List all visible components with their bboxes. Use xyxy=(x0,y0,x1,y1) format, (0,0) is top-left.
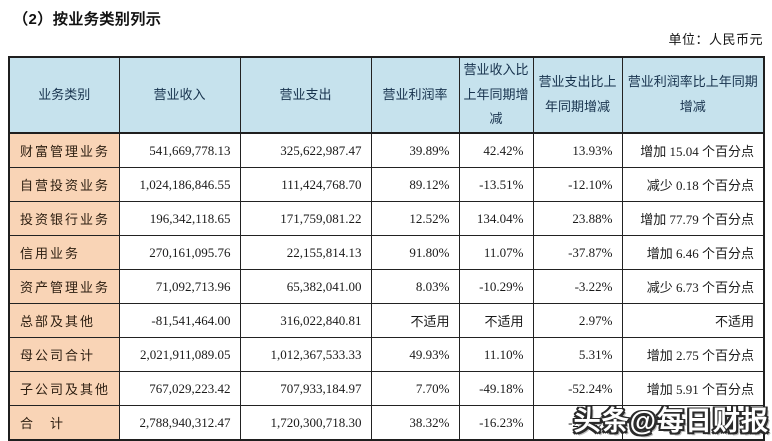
value-cell: -12.10% xyxy=(532,167,623,203)
page-title: （2）按业务类别列示 xyxy=(13,11,162,28)
row-label-cell: 子公司及其他 xyxy=(8,371,120,407)
value-cell: 13.93% xyxy=(532,132,623,169)
value-cell: -16.23% xyxy=(458,405,534,441)
value-cell: 1,012,367,533.33 xyxy=(239,337,372,373)
table-row: 合 计 2,788,940,312.47 1,720,300,718.30 38.32… xyxy=(8,405,765,441)
row-label-cell: 母公司合计 xyxy=(8,337,120,373)
value-cell: 91.80% xyxy=(370,235,460,271)
row-label-cell: 合 计 xyxy=(8,405,120,441)
value-cell: 22,155,814.13 xyxy=(239,235,372,271)
value-cell: -13.51% xyxy=(458,167,534,203)
row-label-cell: 自营投资业务 xyxy=(8,167,120,203)
value-cell: -49.18% xyxy=(458,371,534,407)
column-header-margin: 营业利润率 xyxy=(370,56,460,135)
value-cell: 减少 0.18 个百分点 xyxy=(621,167,765,203)
value-cell: -3.22% xyxy=(532,269,623,305)
value-cell: 134.04% xyxy=(458,201,534,237)
column-header-margin-yoy: 营业利润率比上年同期增减 xyxy=(621,56,765,135)
value-cell xyxy=(621,405,765,441)
value-cell: 不适用 xyxy=(621,303,765,339)
table-row: 总部及其他 -81,541,464.00 316,022,840.81 不适用 不适用 2… xyxy=(8,303,765,339)
value-cell: -37.87% xyxy=(532,235,623,271)
unit-label: 单位：人民币元 xyxy=(668,32,763,47)
table-row: 财富管理业务 541,669,778.13 325,622,987.47 39.89%… xyxy=(8,132,765,169)
value-cell: 42.42% xyxy=(458,132,534,169)
column-header-expense: 营业支出 xyxy=(239,56,372,135)
value-cell: 49.93% xyxy=(370,337,460,373)
row-label-cell: 资产管理业务 xyxy=(8,269,120,305)
value-cell: 325,622,987.47 xyxy=(239,132,372,169)
column-header-expense-yoy: 营业支出比上年同期增减 xyxy=(532,56,623,135)
business-category-table: 业务类别 营业收入 营业支出 营业利润率 营业收入比上年同期增减 营业支出比上年… xyxy=(8,56,765,441)
value-cell: 11.10% xyxy=(458,337,534,373)
header-row: 业务类别 营业收入 营业支出 营业利润率 营业收入比上年同期增减 营业支出比上年… xyxy=(8,56,765,135)
table-row: 投资银行业务 196,342,118.65 171,759,081.22 12.52%… xyxy=(8,201,765,237)
table-row: 自营投资业务 1,024,186,846.55 111,424,768.70 89.1… xyxy=(8,167,765,203)
value-cell: 23.88% xyxy=(532,201,623,237)
value-cell: 增加 6.46 个百分点 xyxy=(621,235,765,271)
value-cell: -52.24% xyxy=(532,371,623,407)
value-cell: 增加 15.04 个百分点 xyxy=(621,132,765,169)
value-cell: 7.70% xyxy=(370,371,460,407)
value-cell: 不适用 xyxy=(458,303,534,339)
value-cell: 1,720,300,718.30 xyxy=(239,405,372,441)
row-label-cell: 信用业务 xyxy=(8,235,120,271)
value-cell: 196,342,118.65 xyxy=(118,201,241,237)
value-cell: 11.07% xyxy=(458,235,534,271)
value-cell: 5.31% xyxy=(532,337,623,373)
value-cell: 1,024,186,846.55 xyxy=(118,167,241,203)
table-row: 母公司合计 2,021,911,089.05 1,012,367,533.33 49.… xyxy=(8,337,765,373)
row-label-cell: 财富管理业务 xyxy=(8,132,120,169)
value-cell: 270,161,095.76 xyxy=(118,235,241,271)
value-cell: -81,541,464.00 xyxy=(118,303,241,339)
value-cell: 39.89% xyxy=(370,132,460,169)
value-cell: 增加 5.91 个百分点 xyxy=(621,371,765,407)
value-cell: 不适用 xyxy=(370,303,460,339)
column-header-revenue: 营业收入 xyxy=(118,56,241,135)
value-cell: 2,021,911,089.05 xyxy=(118,337,241,373)
value-cell: -10.29% xyxy=(458,269,534,305)
table-header: 业务类别 营业收入 营业支出 营业利润率 营业收入比上年同期增减 营业支出比上年… xyxy=(8,56,765,135)
table-row: 资产管理业务 71,092,713.96 65,382,041.00 8.03% -10… xyxy=(8,269,765,305)
value-cell: 111,424,768.70 xyxy=(239,167,372,203)
value-cell: 65,382,041.00 xyxy=(239,269,372,305)
value-cell: 707,933,184.97 xyxy=(239,371,372,407)
value-cell: 767,029,223.42 xyxy=(118,371,241,407)
column-header-revenue-yoy: 营业收入比上年同期增减 xyxy=(458,56,534,135)
value-cell: 12.52% xyxy=(370,201,460,237)
table-row: 信用业务 270,161,095.76 22,155,814.13 91.80% 11.… xyxy=(8,235,765,271)
row-label-cell: 投资银行业务 xyxy=(8,201,120,237)
table-row: 子公司及其他 767,029,223.42 707,933,184.97 7.70% -… xyxy=(8,371,765,407)
value-cell: 38.32% xyxy=(370,405,460,441)
column-header-category: 业务类别 xyxy=(8,56,120,135)
row-label-cell: 总部及其他 xyxy=(8,303,120,339)
value-cell: 171,759,081.22 xyxy=(239,201,372,237)
watermark: 头条@每日财报 xyxy=(573,406,769,436)
value-cell: 8.03% xyxy=(370,269,460,305)
value-cell: 541,669,778.13 xyxy=(118,132,241,169)
value-cell: 增加 77.79 个百分点 xyxy=(621,201,765,237)
value-cell: 316,022,840.81 xyxy=(239,303,372,339)
table-body: 财富管理业务 541,669,778.13 325,622,987.47 39.89%… xyxy=(8,132,765,441)
value-cell: 2.97% xyxy=(532,303,623,339)
value-cell: 减少 6.73 个百分点 xyxy=(621,269,765,305)
value-cell: 增加 2.75 个百分点 xyxy=(621,337,765,373)
value-cell: -29.60% xyxy=(532,405,623,441)
value-cell: 71,092,713.96 xyxy=(118,269,241,305)
value-cell: 89.12% xyxy=(370,167,460,203)
value-cell: 2,788,940,312.47 xyxy=(118,405,241,441)
